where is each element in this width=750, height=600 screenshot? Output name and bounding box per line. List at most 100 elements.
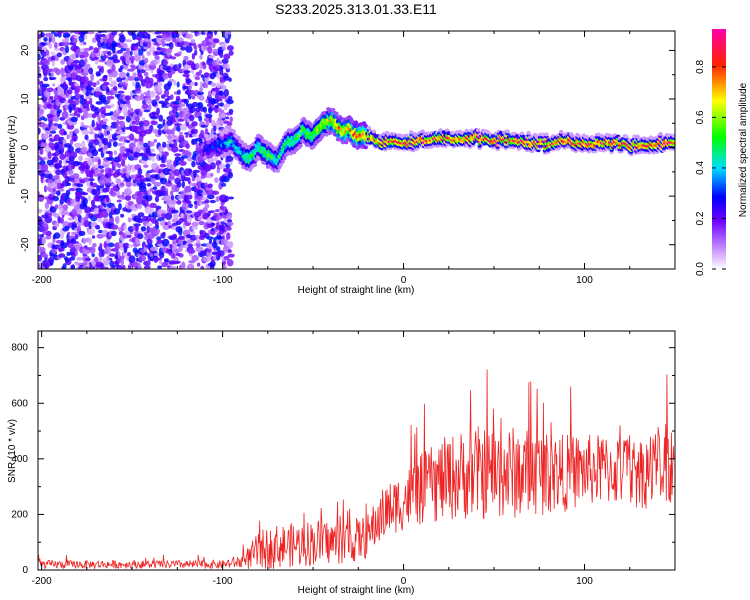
spectrogram-noise-cell (143, 265, 151, 269)
spectrogram-noise-cell (81, 129, 90, 135)
spectrogram-noise-cell (42, 178, 47, 183)
spectrogram-noise-cell (80, 94, 84, 99)
spectrogram-noise-cell (95, 101, 103, 105)
spectrogram-noise-cell (178, 235, 186, 240)
spectrogram-noise-cell (123, 224, 127, 231)
spectrogram-noise-cell (178, 160, 187, 166)
spectrogram-noise-cell (168, 174, 175, 180)
spectrogram-noise-cell (163, 258, 169, 263)
spectrogram-ridge-cell (381, 132, 386, 137)
spectrogram-noise-cell (110, 124, 118, 129)
spectrogram-noise-cell (105, 194, 110, 203)
spectrogram-noise-cell (100, 133, 104, 141)
spectrogram-noise-cell (82, 197, 88, 206)
spectrogram-noise-cell (40, 141, 48, 149)
spectrogram-ridge-cell (409, 130, 414, 135)
spectrogram-xtick-label: -100 (213, 275, 233, 286)
spectrogram-noise-cell (169, 56, 177, 60)
spectrogram-noise-cell (61, 40, 70, 47)
spectrogram-noise-cell (147, 261, 151, 266)
spectrogram-noise-cell (137, 72, 142, 78)
spectrogram-ridge-cell (505, 129, 510, 134)
spectrogram-noise-cell (186, 151, 192, 157)
spectrogram-noise-cell (121, 159, 126, 167)
spectrogram-noise-cell (48, 42, 53, 49)
spectrogram-noise-cell (78, 230, 86, 236)
spectrogram-noise-cell (204, 81, 209, 89)
spectrogram-noise-cell (209, 199, 216, 204)
spectrogram-noise-cell (224, 195, 230, 202)
spectrogram-noise-cell (218, 163, 226, 170)
spectrogram-noise-cell (107, 141, 112, 148)
spectrogram-noise-cell (175, 111, 180, 118)
spectrogram-noise-cell (118, 71, 127, 79)
spectrogram-noise-cell (188, 90, 196, 95)
spectrogram-noise-cell (173, 153, 182, 157)
spectrogram-noise-cell (228, 77, 232, 82)
spectrogram-ridge-cell (519, 131, 525, 136)
spectrogram-noise-cell (217, 117, 221, 121)
spectrogram-noise-cell (158, 114, 164, 122)
spectrogram-noise-cell (225, 232, 231, 240)
spectrogram-noise-cell (129, 50, 133, 56)
spectrogram-noise-cell (186, 263, 195, 269)
spectrogram-noise-cell (163, 89, 170, 98)
spectrogram-noise-cell (193, 200, 198, 205)
spectrogram-noise-cell (193, 171, 197, 179)
spectrogram-noise-cell (69, 151, 78, 159)
spectrogram-noise-cell (67, 145, 74, 154)
spectrogram-noise-cell (133, 31, 138, 33)
spectrogram-noise-cell (97, 65, 102, 69)
spectrogram-ridge-cell (203, 133, 209, 138)
spectrogram-noise-cell (227, 171, 233, 179)
spectrogram-noise-cell (204, 127, 209, 136)
spectrogram-noise-cell (76, 207, 82, 215)
snr-ytick-label: 200 (11, 509, 28, 520)
spectrogram-noise-cell (104, 246, 112, 254)
spectrogram-noise-cell (159, 259, 162, 265)
spectrogram-noise-cell (89, 131, 94, 135)
spectrogram-noise-cell (211, 48, 220, 52)
snr-xtick-label: 0 (401, 576, 407, 587)
spectrogram-noise-cell (70, 116, 78, 123)
spectrogram-noise-cell (49, 76, 57, 80)
spectrogram-noise-cell (110, 191, 117, 197)
spectrogram-noise-cell (46, 87, 54, 93)
spectrogram-noise-cell (138, 130, 147, 137)
spectrogram-noise-cell (57, 123, 63, 129)
spectrogram-noise-cell (90, 72, 95, 81)
spectrogram-noise-cell (62, 204, 69, 211)
spectrogram-noise-cell (74, 98, 80, 106)
snr-axes: -200 -100 0 100 0 200 400 600 800 (11, 331, 676, 587)
spectrogram-noise-cell (157, 265, 163, 269)
spectrogram-noise-cell (88, 237, 92, 246)
spectrogram-noise-cell (111, 230, 117, 237)
spectrogram-noise-cell (227, 96, 233, 100)
spectrogram-noise-cell (226, 226, 232, 231)
spectrogram-noise-cell (116, 77, 123, 83)
snr-ytick-label: 400 (11, 454, 28, 465)
spectrogram-noise-cell (62, 138, 67, 145)
spectrogram-noise-cell (177, 106, 184, 111)
spectrogram-noise-cell (55, 68, 62, 76)
spectrogram-noise-cell (225, 155, 234, 162)
spectrogram-noise-cell (39, 104, 44, 109)
spectrogram-noise-cell (193, 42, 197, 50)
spectrogram-noise-cell (180, 31, 186, 35)
spectrogram-noise-cell (151, 111, 158, 116)
spectrogram-noise-cell (162, 72, 169, 80)
spectrogram-noise-cell (158, 145, 164, 153)
spectrogram-noise-cell (150, 148, 155, 153)
spectrogram-noise-cell (151, 229, 159, 237)
spectrogram-noise-cell (183, 98, 190, 105)
spectrogram-noise-cell (61, 209, 68, 216)
spectrogram-noise-cell (67, 169, 74, 175)
spectrogram-noise-cell (148, 77, 154, 84)
spectrogram-noise-cell (151, 120, 158, 126)
spectrogram-noise-cell (114, 247, 119, 253)
spectrogram-noise-cell (154, 195, 160, 203)
snr-xtick-label: 100 (576, 576, 593, 587)
spectrogram-noise-cell (90, 199, 96, 207)
spectrogram-noise-cell (104, 105, 112, 109)
spectrogram-noise-cell (58, 203, 63, 211)
